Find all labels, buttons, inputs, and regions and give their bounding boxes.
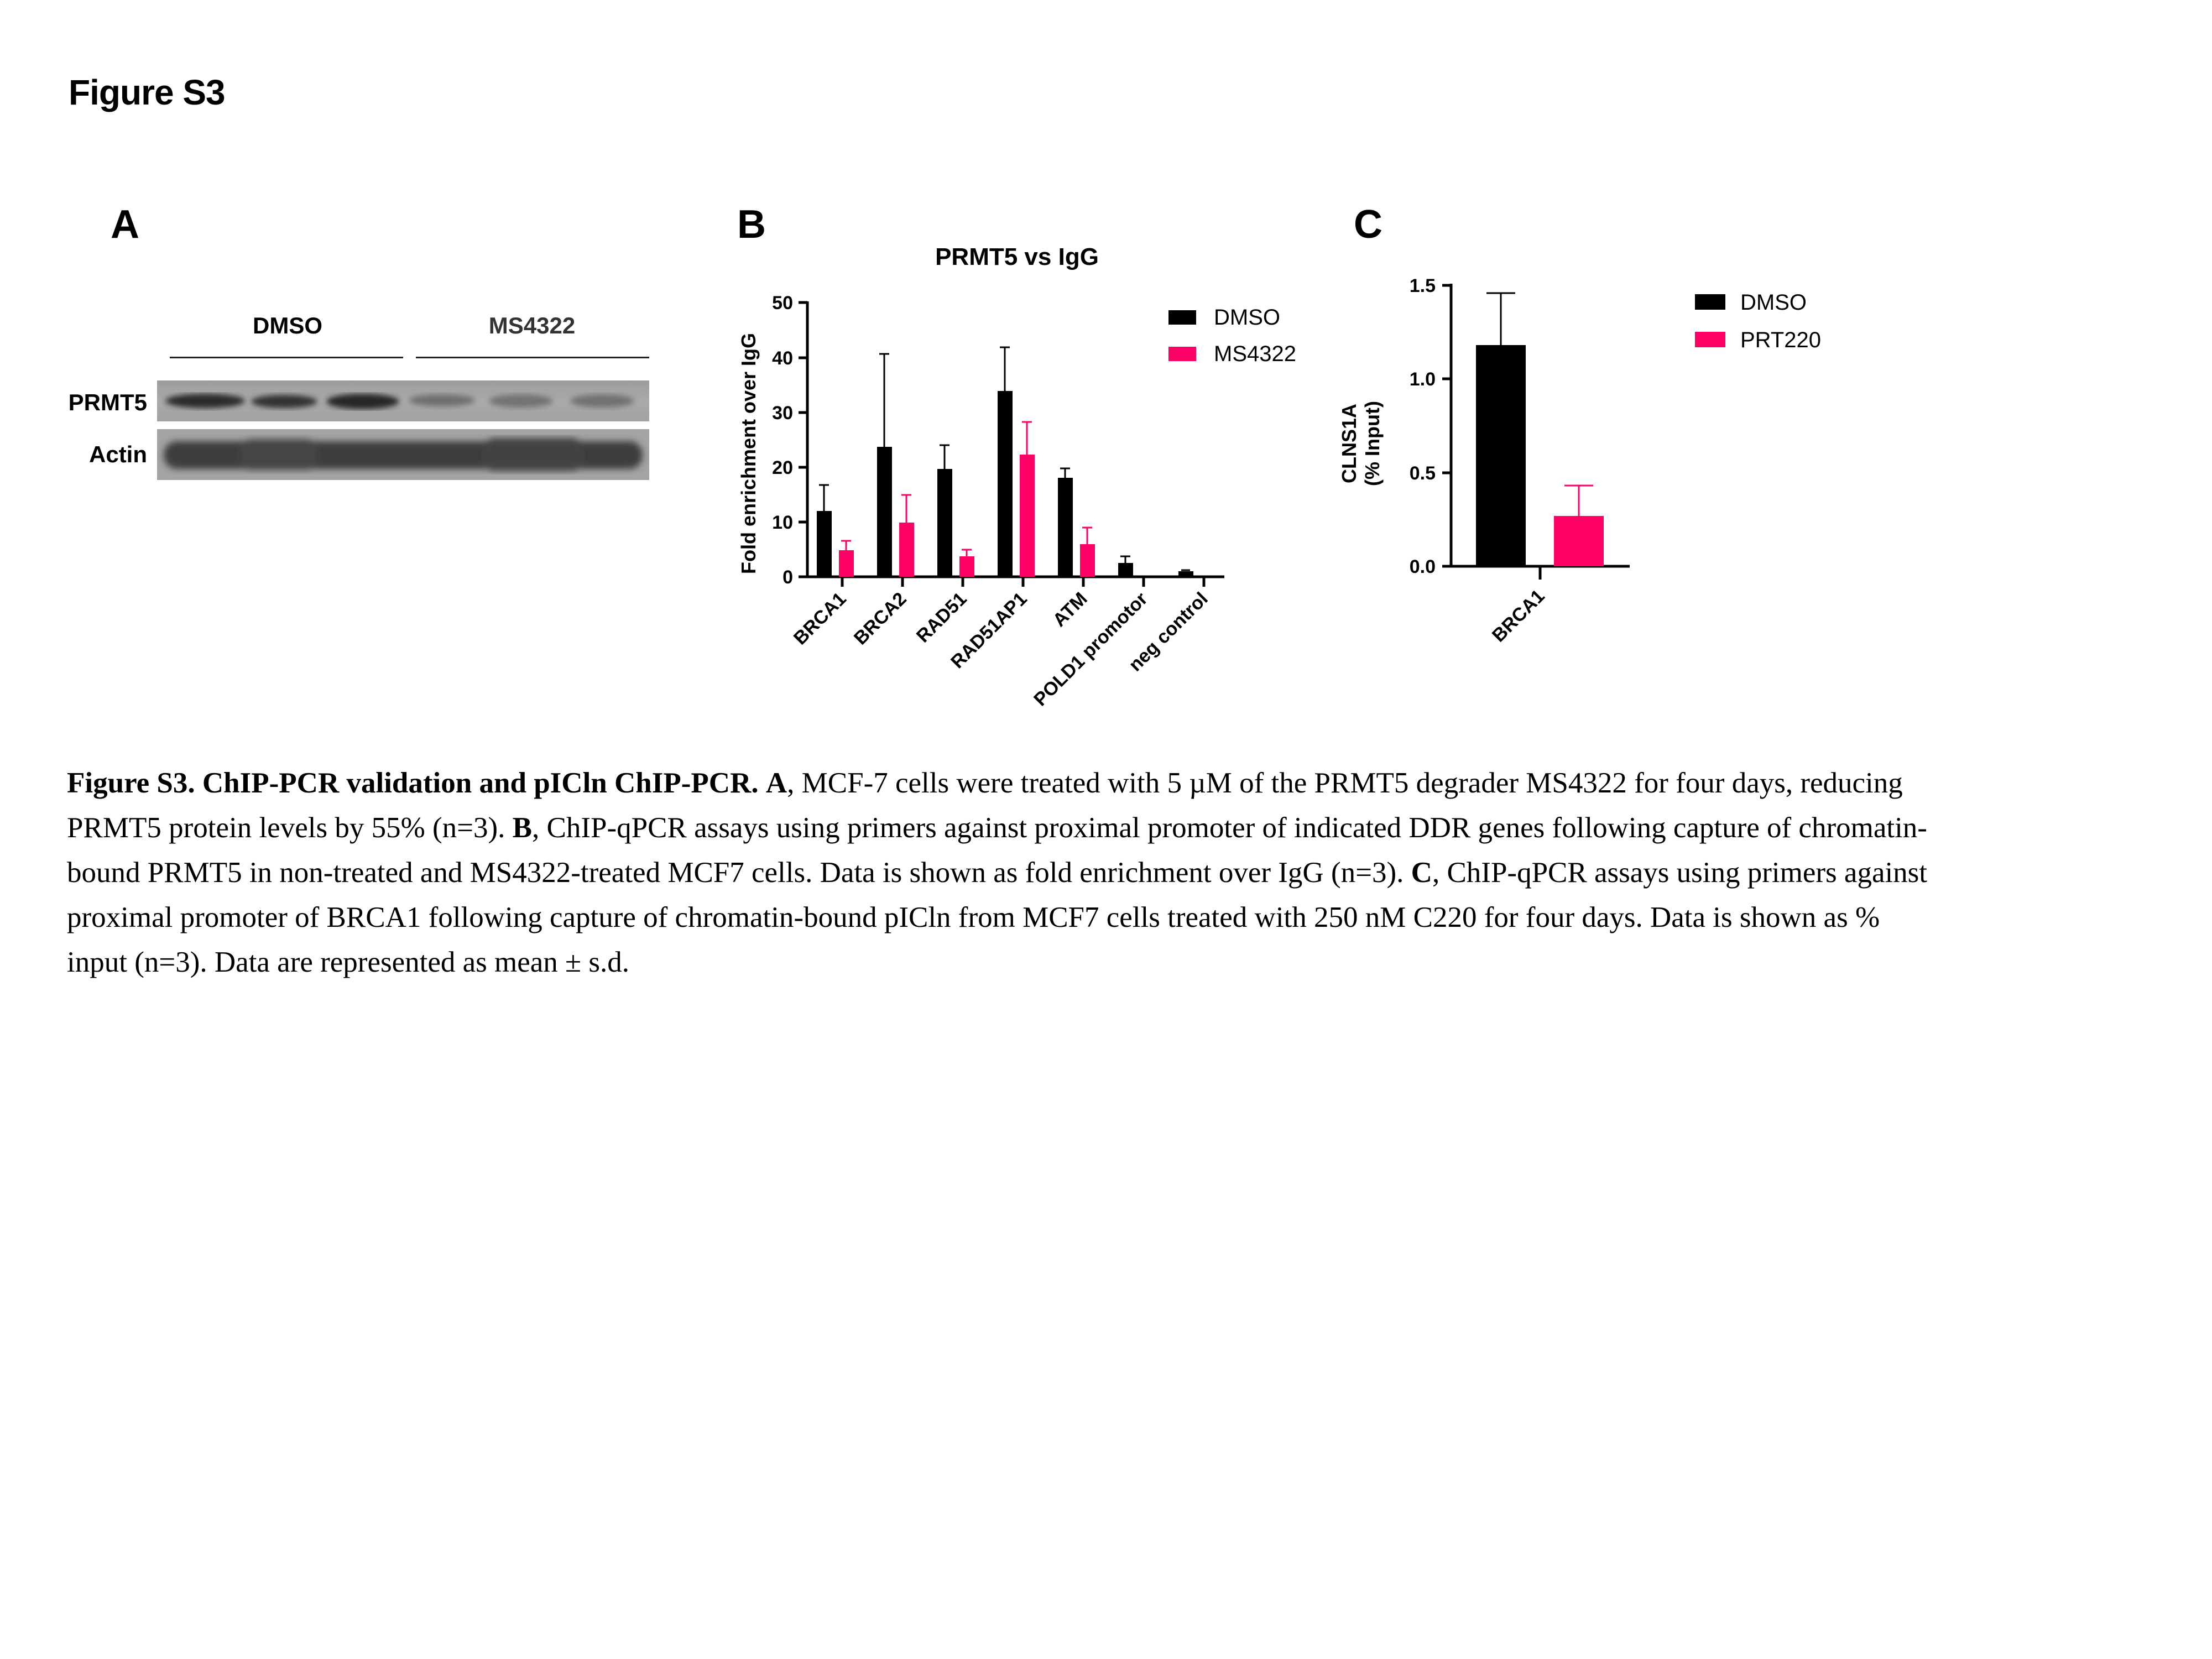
blot-row-actin-label: Actin — [89, 441, 147, 467]
blot-group-ms4322-line — [416, 357, 649, 358]
figure-caption: Figure S3. ChIP-PCR validation and pICln… — [67, 761, 1947, 985]
chart-c-y-tick-labels: 0.0 0.5 1.0 1.5 — [1410, 275, 1436, 577]
caption-a-label: A — [765, 767, 787, 799]
panel-b-label: B — [737, 202, 766, 247]
bar-group-brca2 — [877, 353, 914, 577]
chart-b-y-axis-label: Fold enrichment over IgG — [737, 333, 760, 574]
y-tick-label: 40 — [772, 348, 793, 369]
chart-b-y-tick-labels: 0 10 20 30 40 50 — [772, 293, 793, 588]
bar-dmso — [1058, 478, 1073, 577]
caption-lead: Figure S3. ChIP-PCR validation and pICln… — [67, 767, 759, 799]
y-tick-label: 0.5 — [1410, 463, 1436, 484]
caption-b-text: , ChIP-qPCR assays using primers against… — [67, 812, 1927, 889]
bar-ms4322 — [959, 556, 974, 577]
y-axis-label-line-1: CLNS1A — [1338, 404, 1360, 483]
bar-group-pold1-promotor — [1118, 555, 1133, 577]
blot-group-dmso-label: DMSO — [253, 312, 322, 338]
panel-c-label: C — [1354, 202, 1383, 247]
bar-dmso — [1118, 563, 1133, 577]
bar-dmso — [1178, 571, 1193, 577]
caption-a-text: , MCF-7 cells were treated with 5 µM of … — [67, 767, 1903, 844]
blot-group-dmso-line — [170, 357, 403, 358]
x-tick-label: BRCA1 — [1488, 586, 1549, 646]
caption-c-text: , ChIP-qPCR assays using primers against… — [67, 857, 1928, 978]
bar-prt220 — [1554, 516, 1604, 566]
legend-label-dmso: DMSO — [1740, 290, 1807, 315]
x-tick-label: RAD51 — [912, 588, 971, 647]
bar-ms4322 — [899, 523, 914, 577]
legend-label-dmso: DMSO — [1214, 305, 1280, 330]
caption-c-label: C — [1411, 857, 1432, 889]
y-tick-label: 0.0 — [1410, 556, 1436, 577]
bar-group-brca1 — [817, 484, 854, 577]
bar-group-rad51 — [937, 444, 974, 577]
y-tick-label: 0 — [782, 567, 793, 588]
bar-dmso — [817, 511, 832, 577]
bar-dmso — [998, 391, 1013, 577]
panel-a-label: A — [111, 202, 139, 247]
legend-swatch-prt220 — [1695, 332, 1725, 347]
y-tick-label: 30 — [772, 403, 793, 424]
y-tick-label: 10 — [772, 512, 793, 533]
chart-c-y-axis-label: CLNS1A (% Input) — [1338, 401, 1384, 486]
bar-ms4322 — [839, 550, 854, 577]
x-tick-label: BRCA2 — [850, 588, 911, 649]
panel-b-chart: PRMT5 vs IgG Fold enrichment over IgG 0 … — [737, 243, 1296, 711]
y-tick-label: 20 — [772, 457, 793, 478]
chart-b-x-tick-labels: BRCA1 BRCA2 RAD51 RAD51AP1 ATM POLD1 pro… — [790, 588, 1212, 711]
chart-b-axes — [799, 301, 1224, 587]
bar-group-neg-control — [1178, 569, 1193, 577]
y-tick-label: 1.5 — [1410, 275, 1436, 296]
bar-group-atm — [1058, 467, 1095, 577]
bar-dmso — [1476, 345, 1526, 566]
legend-label-ms4322: MS4322 — [1214, 342, 1296, 366]
blot-row-prmt5-label: PRMT5 — [68, 389, 147, 415]
y-axis-label-line-2: (% Input) — [1361, 401, 1384, 486]
bar-dmso — [937, 469, 952, 577]
chart-b-title: PRMT5 vs IgG — [935, 243, 1099, 270]
x-tick-label: ATM — [1048, 588, 1091, 631]
y-tick-label: 50 — [772, 293, 793, 314]
bar-group-rad51ap1 — [998, 346, 1035, 577]
bar-ms4322 — [1080, 544, 1095, 577]
figure-title: Figure S3 — [69, 72, 226, 112]
legend-swatch-dmso — [1695, 294, 1725, 310]
legend-swatch-dmso — [1168, 310, 1196, 325]
x-tick-label: BRCA1 — [790, 588, 851, 649]
blot-prmt5-image — [157, 380, 649, 421]
bar-group-brca1 — [1476, 292, 1604, 566]
x-tick-label: POLD1 promotor — [1030, 588, 1152, 711]
y-tick-label: 1.0 — [1410, 369, 1436, 390]
caption-b-label: B — [512, 812, 533, 844]
chart-c-legend: DMSO PRT220 — [1695, 290, 1821, 352]
legend-label-prt220: PRT220 — [1740, 328, 1821, 352]
bar-ms4322 — [1020, 455, 1035, 577]
blot-group-ms4322-label: MS4322 — [488, 312, 576, 338]
bar-dmso — [877, 447, 892, 577]
chart-b-legend: DMSO MS4322 — [1168, 305, 1296, 366]
panel-c-chart: CLNS1A (% Input) 0.0 0.5 1.0 1.5 BRCA1 D… — [1338, 275, 1821, 646]
blot-actin-image — [157, 429, 649, 480]
legend-swatch-ms4322 — [1168, 347, 1196, 361]
